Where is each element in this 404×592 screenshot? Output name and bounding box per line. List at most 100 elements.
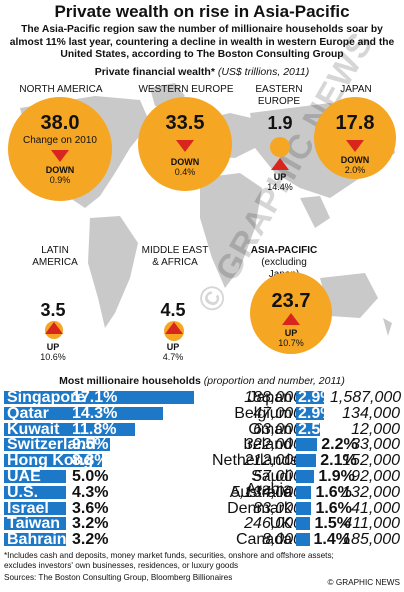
down-arrow-icon	[176, 140, 194, 152]
bar-right-number: 132,000	[342, 483, 400, 501]
bar-left-1: Qatar	[4, 404, 163, 422]
bar-left-8: Taiwan	[4, 515, 66, 533]
bar-left-pct: 3.2%	[72, 531, 109, 549]
bar-left-label: U.S.	[7, 483, 39, 501]
bar-right-3	[296, 438, 318, 452]
region-label-western-europe: WESTERN EUROPE	[138, 84, 234, 95]
pct-western-europe: 0.4%	[174, 167, 196, 177]
bar-right-number: 41,000	[351, 499, 400, 517]
circle-north-america	[8, 97, 112, 201]
bar-right-number: 134,000	[342, 404, 400, 422]
intro-text: The Asia-Pacific region saw the number o…	[9, 24, 395, 60]
value-latin-america: 3.5	[40, 300, 66, 320]
bar-left-number: 47,000	[253, 404, 302, 422]
circle-japan	[314, 97, 396, 179]
bar-left-4: Hong Kong	[4, 453, 102, 469]
bar-right-label: Ireland	[243, 436, 292, 454]
pct-latin-america: 10.6%	[40, 352, 66, 362]
value-middle-east-africa: 4.5	[160, 300, 186, 320]
bar-left-label: Qatar	[7, 404, 49, 422]
bar-right-4	[296, 454, 317, 468]
down-arrow-icon	[346, 140, 364, 152]
bar-left-number: 8,000	[261, 531, 302, 549]
bar-right-pct: 2.9%	[298, 404, 335, 422]
bar-left-number: 83,000	[253, 499, 302, 517]
bar-left-number: 212,000	[244, 452, 302, 470]
bar-right-number: 1,587,000	[330, 389, 402, 406]
change-note-north-america: Change on 2010	[23, 135, 97, 146]
bar-right-label: Saudi Arabia	[245, 468, 292, 498]
bar-left-pct: 3.2%	[72, 515, 109, 533]
bar-right-label: Netherlands	[212, 452, 299, 470]
sources: Sources: The Boston Consulting Group, Bl…	[4, 573, 233, 582]
bar-left-label: Taiwan	[7, 515, 61, 533]
bar-right-label: Denmark	[227, 499, 292, 517]
bar-right-pct: 1.9%	[318, 468, 355, 485]
bar-left-pct: 3.6%	[72, 499, 109, 517]
bar-left-label: Bahrain	[7, 531, 67, 549]
bar-right-label: Oman	[248, 420, 292, 438]
bar-right-number: 185,000	[342, 531, 400, 549]
bar-right-9	[296, 533, 310, 547]
bar-right-pct: 1.4%	[313, 531, 350, 549]
bar-right-pct: 1.6%	[315, 499, 352, 517]
bar-right-label: Belgium	[234, 404, 292, 422]
bar-right-pct: 1.5%	[314, 515, 351, 533]
table-heading-bold: Most millionaire households	[59, 375, 201, 387]
direction-latin-america: UP	[46, 342, 60, 352]
bar-right-0	[296, 391, 324, 404]
value-western-europe: 33.5	[165, 112, 205, 134]
region-label-north-america: NORTH AMERICA	[19, 84, 103, 95]
circle-eastern-europe	[270, 137, 290, 157]
down-arrow-icon	[51, 150, 69, 162]
bar-left-label: Kuwait	[7, 420, 60, 438]
value-north-america: 38.0	[40, 112, 80, 134]
credit: © GRAPHIC NEWS	[327, 578, 400, 587]
value-japan: 17.8	[335, 112, 375, 134]
value-asia-pacific: 23.7	[271, 290, 311, 312]
bar-left-6: U.S.	[4, 483, 66, 501]
bar-right-number: 152,000	[342, 452, 400, 470]
bar-left-7: Israel	[4, 499, 66, 517]
direction-asia-pacific: UP	[284, 328, 298, 338]
bar-left-label: Israel	[7, 499, 49, 517]
region-label-latin-america: LATIN AMERICA	[32, 245, 78, 268]
up-arrow-icon	[45, 322, 63, 334]
bar-left-pct: 4.3%	[72, 483, 109, 501]
bar-left-number: 188,000	[244, 389, 302, 406]
table-heading: Most millionaire households (proportion …	[0, 375, 404, 387]
up-arrow-icon	[165, 322, 183, 334]
bar-left-number: 63,000	[253, 420, 302, 438]
bar-left-3: Switzerland	[4, 437, 110, 453]
bar-left-number: 246,000	[244, 515, 302, 533]
bar-right-number: 12,000	[351, 420, 400, 438]
map-subhead-bold: Private financial wealth*	[94, 66, 215, 78]
page-title: Private wealth on rise in Asia-Pacific	[54, 2, 350, 21]
region-label-middle-east-africa: MIDDLE EAST & AFRICA	[141, 245, 209, 268]
bar-left-9: Bahrain	[4, 531, 67, 549]
bar-right-8	[296, 517, 311, 531]
footnote-1: *Includes cash and deposits, money marke…	[4, 551, 334, 560]
direction-japan: DOWN	[340, 155, 370, 165]
bar-left-0: Singapore	[4, 390, 194, 406]
bar-right-pct: 2.5%	[298, 420, 335, 438]
bar-left-pct: 8.8%	[72, 452, 109, 470]
bar-right-2	[296, 422, 321, 436]
value-eastern-europe: 1.9	[267, 113, 293, 133]
bar-right-label: UK	[269, 515, 292, 533]
direction-north-america: DOWN	[45, 165, 75, 175]
bar-right-pct: 1.6%	[315, 483, 352, 501]
direction-middle-east-africa: UP	[166, 342, 180, 352]
bar-left-number: 322,000	[244, 436, 302, 454]
bar-right-label: Canada	[235, 531, 292, 549]
direction-eastern-europe: UP	[273, 172, 287, 182]
bar-left-label: UAE	[7, 468, 41, 485]
bar-left-pct: 5.0%	[72, 468, 109, 485]
bar-right-7	[296, 501, 312, 515]
table-heading-italic: (proportion and number, 2011)	[203, 375, 345, 387]
bar-right-label: Australia	[229, 483, 292, 501]
bar-left-5: UAE	[4, 468, 66, 485]
bar-right-label: Japan	[248, 389, 292, 406]
bar-right-number: 92,000	[351, 468, 400, 485]
up-arrow-icon	[271, 158, 289, 170]
